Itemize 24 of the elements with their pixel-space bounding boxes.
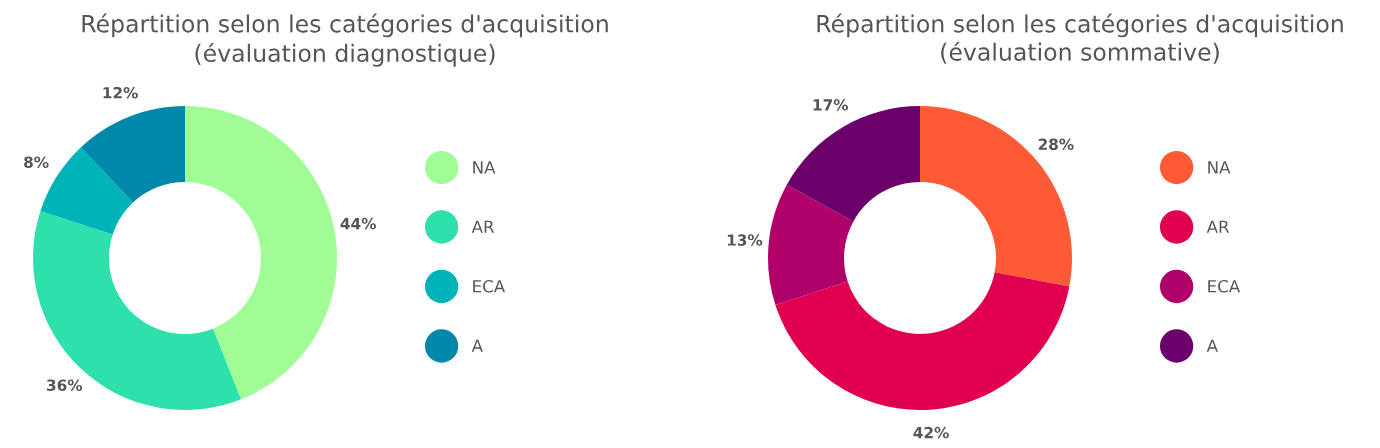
data-label: 28% — [1038, 138, 1074, 151]
donut-slice — [768, 184, 854, 305]
donut-slice — [33, 211, 241, 410]
data-label: 42% — [913, 426, 949, 439]
legend-label: NA — [473, 161, 496, 174]
chart-title: Répartition selon les catégories d'acquisition (évaluation diagnostique) — [82, 13, 608, 67]
donut-slice — [80, 106, 185, 203]
data-label: 44% — [340, 217, 376, 230]
data-label: 17% — [813, 99, 849, 111]
legend-label: ECA — [473, 279, 506, 293]
legend-label: NA — [1208, 161, 1231, 174]
data-label: 36% — [47, 379, 83, 391]
legend-label: ECA — [1208, 279, 1241, 293]
legend-label: AR — [471, 220, 495, 233]
data-label: 13% — [727, 234, 763, 246]
donut-slice — [185, 106, 337, 400]
legend-label: A — [1206, 339, 1218, 352]
donut-slice — [775, 272, 1070, 410]
chart-title: Répartition selon les catégories d'acquisition (évaluation sommative) — [817, 13, 1343, 64]
data-label: 12% — [103, 86, 138, 99]
data-label: 8% — [24, 156, 49, 168]
donut-slice — [920, 106, 1072, 287]
legend-label: AR — [1206, 220, 1230, 233]
legend-label: A — [471, 339, 483, 352]
